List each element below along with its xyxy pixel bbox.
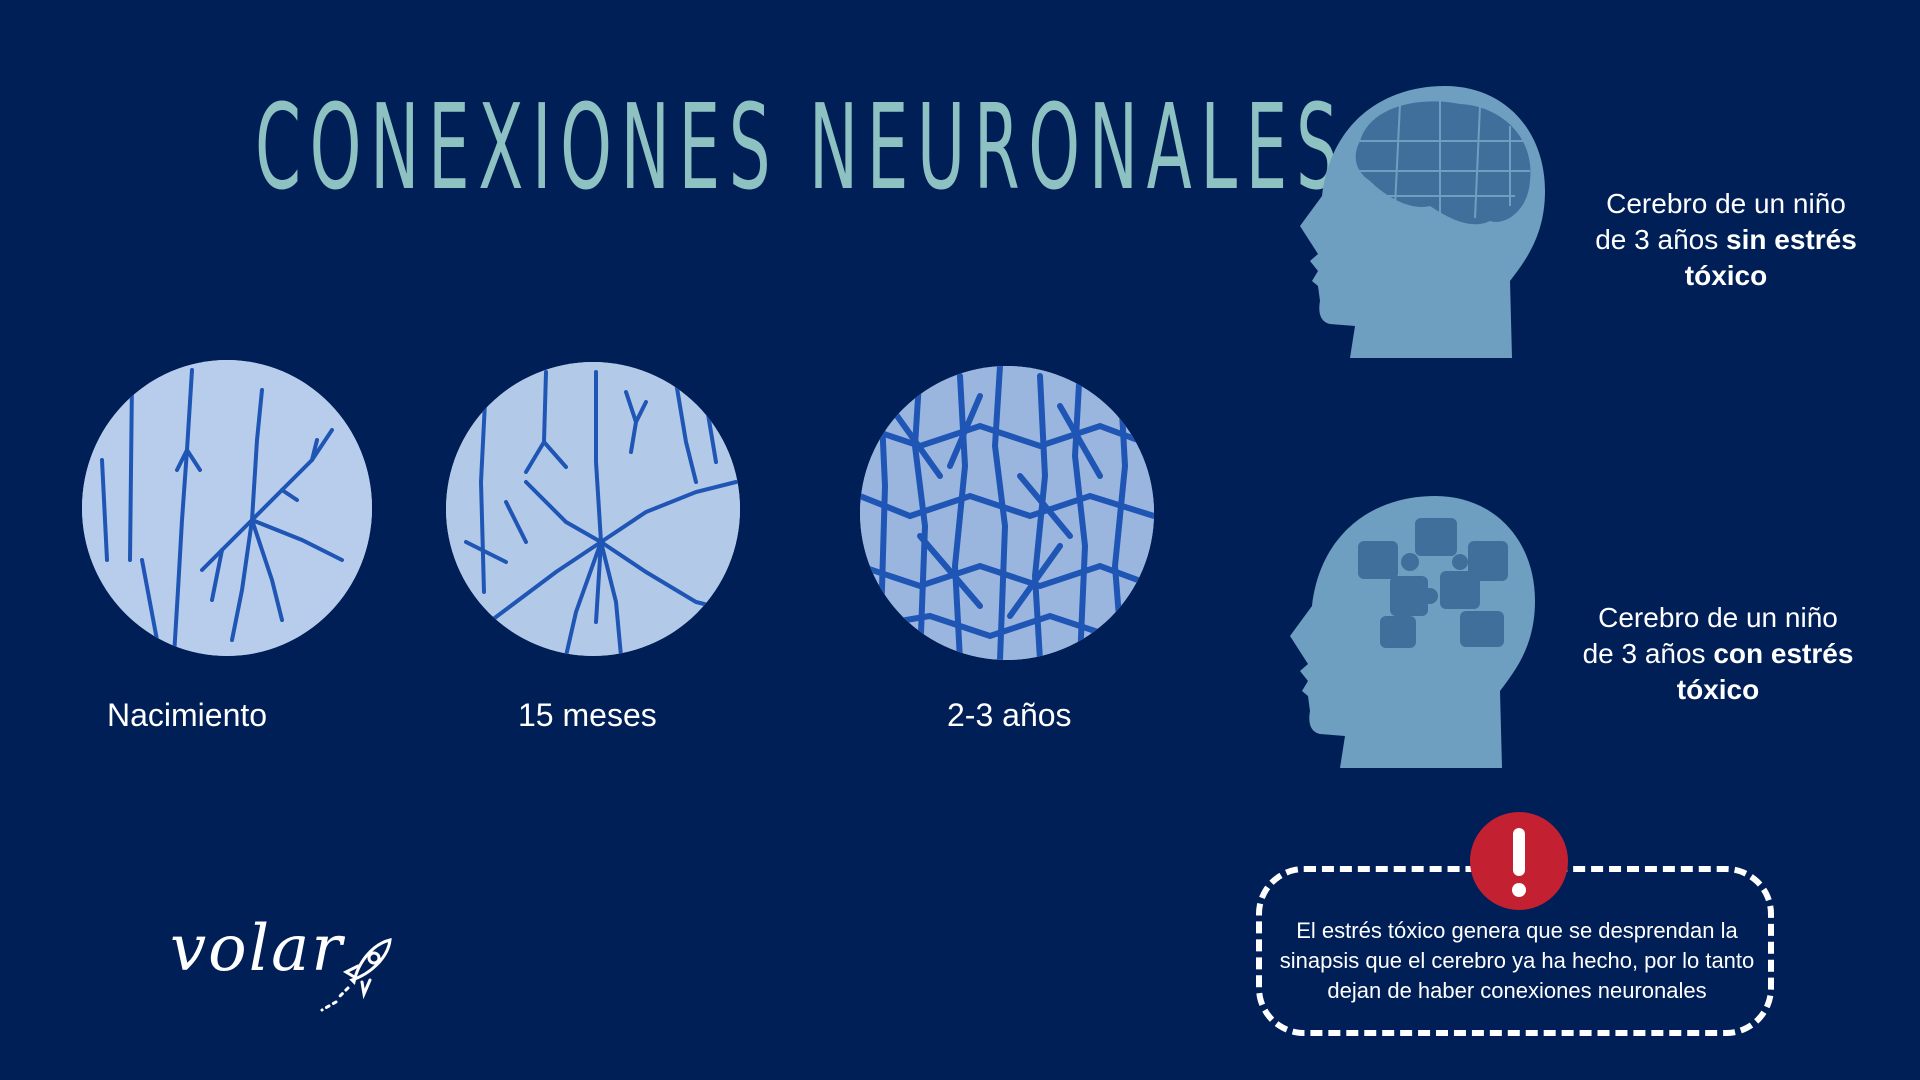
exclamation-dot	[1512, 883, 1526, 897]
head-brain-missing-pieces	[1290, 496, 1540, 768]
exclamation-bar	[1513, 828, 1525, 876]
neuron-image-2-3-years	[860, 366, 1154, 660]
caption-line: Cerebro de un niño	[1606, 188, 1846, 219]
head-caption-no-stress: Cerebro de un niño de 3 años sin estrés …	[1576, 186, 1876, 294]
neuron-dense-icon	[860, 366, 1154, 660]
caption-line: de 3 años	[1595, 224, 1719, 255]
caption-line: Cerebro de un niño	[1598, 602, 1838, 633]
caption-bold: con estrés tóxico	[1676, 638, 1854, 705]
neuron-image-15-months	[446, 362, 740, 656]
stage-label-2-3-years: 2-3 años	[947, 697, 1072, 733]
neuron-medium-icon	[446, 362, 740, 656]
exclamation-icon	[1470, 812, 1568, 910]
brain-puzzle-icon	[1300, 86, 1545, 358]
stage-label-15-months: 15 meses	[518, 697, 657, 733]
logo-text: volar	[170, 912, 344, 986]
page-title: CONEXIONES NEURONALES	[255, 78, 1347, 216]
head-caption-with-stress: Cerebro de un niño de 3 años con estrés …	[1568, 600, 1868, 708]
caption-bold: sin estrés tóxico	[1684, 224, 1857, 291]
caption-line: de 3 años	[1582, 638, 1706, 669]
warning-text: El estrés tóxico genera que se desprenda…	[1279, 918, 1755, 1003]
neuron-sparse-icon	[82, 360, 372, 656]
stage-label-birth: Nacimiento	[107, 697, 268, 733]
head-brain-whole	[1300, 86, 1550, 358]
brain-puzzle-missing-icon	[1290, 496, 1535, 768]
neuron-image-birth	[82, 360, 372, 656]
rocket-icon	[320, 938, 392, 1012]
